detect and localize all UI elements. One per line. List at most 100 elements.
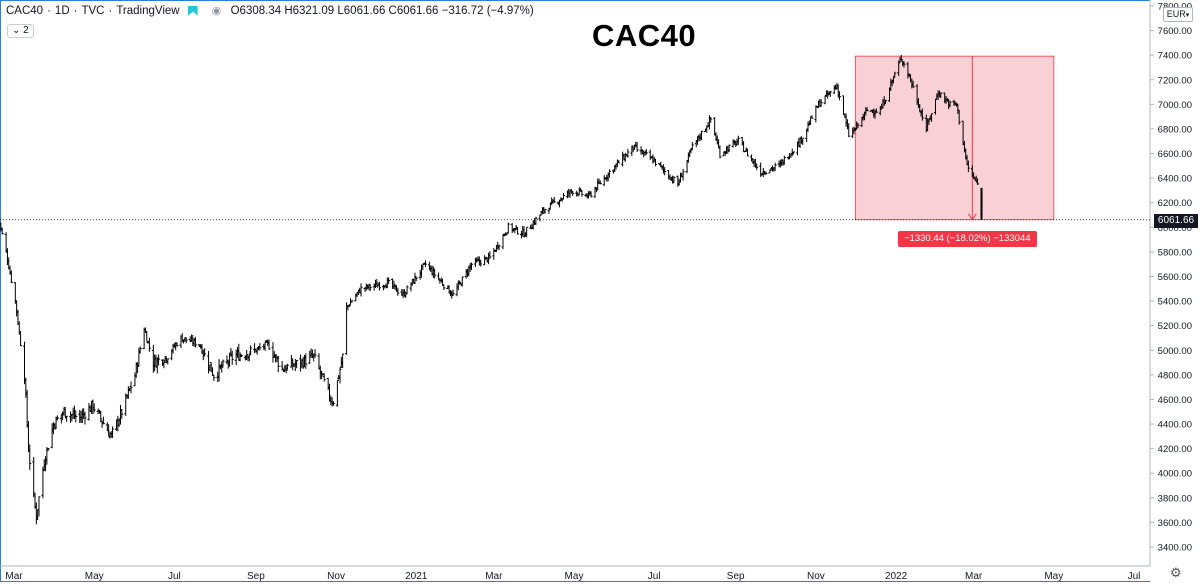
ohlc-bar (347, 304, 351, 308)
ohlc-bar (220, 361, 224, 373)
ohlc-bar (285, 363, 289, 370)
ohlc-bar (792, 151, 796, 155)
header-sep-3: · (108, 5, 113, 17)
ohlc-bar (335, 379, 339, 407)
ohlc-bar (405, 285, 409, 295)
x-tick-label: 2022 (885, 571, 908, 582)
ohlc-bar (193, 336, 197, 348)
ohlc-bar (65, 415, 69, 422)
y-tick-label: 7000.00 (1158, 100, 1192, 111)
ohlc-bar (930, 113, 934, 122)
x-tick-label: May (565, 571, 584, 582)
y-tick-label: 5800.00 (1158, 247, 1192, 258)
ohlc-bar (841, 95, 845, 115)
ohlc-bar (451, 289, 455, 296)
header-sep-1: · (47, 5, 51, 17)
ohlc-bar (874, 108, 878, 113)
ohlc-bar (589, 191, 593, 198)
ohlc-bar (413, 272, 417, 285)
ohlc-bar (304, 353, 308, 369)
ohlc-bar (882, 96, 886, 106)
ohlc-bar (230, 350, 234, 365)
interval-label[interactable]: 1D (54, 5, 70, 17)
y-tick-label: 5200.00 (1158, 321, 1192, 332)
ohlc-bar (873, 109, 877, 119)
ohlc-bar (764, 171, 768, 175)
ohlc-bar (768, 170, 772, 174)
ohlc-bar (74, 410, 78, 423)
ohlc-bar (976, 178, 980, 186)
currency-button[interactable]: EUR▾ (1163, 7, 1193, 22)
ohlc-bar (322, 373, 326, 382)
ohlc-bar (561, 192, 565, 200)
y-tick-label: 4600.00 (1158, 395, 1192, 406)
ohlc-bar (897, 60, 901, 77)
ohlc-bar (55, 415, 59, 421)
symbol-name[interactable]: CAC40 (6, 5, 44, 17)
indicators-toggle[interactable]: ⌄ 2 (7, 24, 34, 38)
ohlc-bar (469, 262, 473, 271)
y-tick-label: 6600.00 (1158, 149, 1192, 160)
ohlc-bar (814, 105, 818, 123)
ohlc-bar (166, 358, 170, 365)
header-sep-2: · (73, 5, 78, 17)
ohlc-bar (571, 191, 575, 196)
measure-box (854, 55, 1055, 221)
y-tick-label: 4000.00 (1158, 469, 1192, 480)
platform-label: TradingView (116, 5, 180, 17)
symbol-header: CAC40 · 1D · TVC · TradingView ◉ O6308.3… (6, 5, 534, 17)
ohlc-bar (101, 416, 105, 425)
ohlc-bar (129, 381, 133, 394)
ohlc-bar (966, 160, 970, 173)
ohlc-bar (920, 108, 924, 121)
ohlc-bar (163, 356, 167, 363)
ohlc-bar (423, 260, 427, 268)
ohlc-bar (823, 95, 827, 105)
ohlc-bar (99, 410, 103, 423)
y-tick-label: 6400.00 (1158, 174, 1192, 185)
ohlc-bar (377, 281, 381, 291)
ohlc-bar (543, 208, 547, 214)
ohlc-bar (828, 91, 832, 97)
ohlc-bar (276, 355, 280, 373)
ohlc-bar (392, 280, 396, 290)
ohlc-bar (617, 160, 621, 164)
x-tick-label: Sep (727, 571, 745, 582)
ohlc-bar (819, 99, 823, 107)
y-tick-label: 4800.00 (1158, 370, 1192, 381)
ohlc-bar (902, 61, 906, 68)
eye-icon[interactable]: ◉ (211, 4, 222, 17)
ohlc-bar (147, 337, 151, 352)
y-tick-label: 6200.00 (1158, 198, 1192, 209)
ohlc-bar (239, 354, 243, 358)
x-tick-label: Sep (247, 571, 265, 582)
ohlc-bar (460, 276, 464, 287)
ohlc-bar (221, 359, 225, 367)
y-tick-label: 5000.00 (1158, 346, 1192, 357)
ohlc-bar (552, 197, 556, 203)
ohlc-bar (607, 169, 611, 178)
ohlc-bar (83, 411, 87, 425)
ohlc-bars (0, 55, 983, 525)
x-tick-label: Jul (168, 571, 181, 582)
ohlc-bar (878, 106, 882, 116)
ohlc-bar (341, 353, 345, 369)
flag-icon[interactable] (187, 6, 198, 16)
ohlc-bar (911, 80, 915, 88)
gear-icon[interactable]: ⚙ (1170, 565, 1182, 580)
ohlc-bar (948, 101, 952, 108)
x-tick-label: Mar (965, 571, 983, 582)
x-tick-label: 2021 (405, 571, 428, 582)
ohlc-bar (175, 342, 179, 347)
ohlc-bar (515, 227, 519, 235)
ohlc-bar (433, 268, 437, 279)
ohlc-bar (718, 145, 722, 159)
x-tick-label: Nov (327, 571, 345, 582)
ohlc-bar (367, 283, 371, 291)
y-tick-label: 4400.00 (1158, 420, 1192, 431)
ohlc-bar (681, 168, 685, 181)
ohlc-bar (0, 227, 4, 235)
ohlc-bar (245, 350, 249, 360)
ohlc-bar (274, 354, 278, 363)
